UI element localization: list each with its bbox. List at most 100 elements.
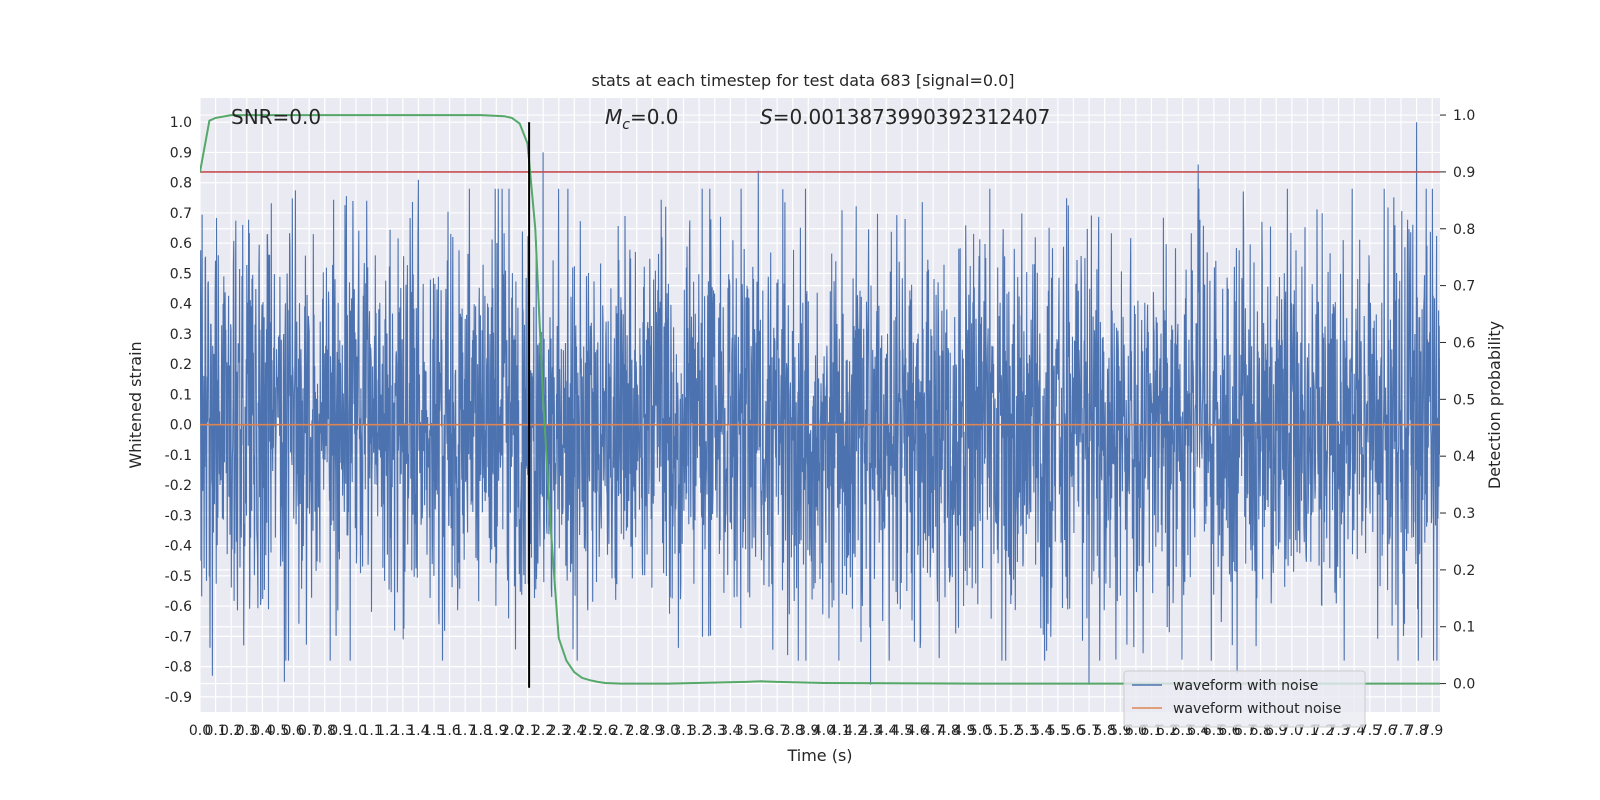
s-symbol: S: [760, 105, 773, 129]
x-tick-label: 1.2: [376, 723, 398, 739]
x-tick-label: 0.4: [251, 723, 273, 739]
x-ticks: 0.00.10.20.30.40.50.60.70.80.91.01.11.21…: [189, 723, 1443, 739]
x-tick-label: 1.0: [345, 723, 367, 739]
x-tick-label: 4.7: [922, 723, 944, 739]
x-tick-label: 5.8: [1094, 723, 1116, 739]
mc-subscript: c: [622, 117, 630, 133]
y2-tick-label: 0.2: [1453, 563, 1475, 579]
x-tick-label: 3.1: [672, 723, 694, 739]
noise-trace: [200, 122, 1440, 685]
x-tick-label: 3.8: [782, 723, 804, 739]
y-tick-label: 1.0: [170, 115, 192, 131]
x-tick-label: 3.2: [688, 723, 710, 739]
y-tick-label: 0.8: [170, 176, 192, 192]
x-tick-label: 1.1: [360, 723, 382, 739]
y2-tick-label: 0.1: [1453, 620, 1475, 636]
x-tick-label: 1.8: [470, 723, 492, 739]
x-tick-label: 5.3: [1016, 723, 1038, 739]
x-tick-label: 2.9: [641, 723, 663, 739]
legend: waveform with noise waveform without noi…: [1123, 670, 1366, 728]
x-tick-label: 4.1: [828, 723, 850, 739]
y2-tick-label: 0.9: [1453, 165, 1475, 181]
y-axis-label: Whitened strain: [126, 341, 145, 468]
x-tick-label: 4.5: [891, 723, 913, 739]
y-tick-label: -0.4: [165, 539, 192, 555]
y2-tick-label: 0.0: [1453, 677, 1475, 693]
x-tick-label: 3.6: [750, 723, 772, 739]
x-tick-label: 2.3: [548, 723, 570, 739]
legend-box: [1123, 670, 1366, 728]
y2-tick-label: 0.6: [1453, 335, 1475, 351]
x-tick-label: 0.3: [236, 723, 258, 739]
x-tick-label: 5.7: [1078, 723, 1100, 739]
y-tick-label: -0.1: [165, 448, 192, 464]
y-tick-label: -0.9: [165, 690, 192, 706]
y-tick-label: 0.4: [170, 297, 192, 313]
y2-tick-label: 1.0: [1453, 108, 1475, 124]
x-tick-label: 0.9: [329, 723, 351, 739]
x-tick-label: 4.2: [844, 723, 866, 739]
x-tick-label: 7.8: [1405, 723, 1427, 739]
x-tick-label: 2.2: [532, 723, 554, 739]
x-tick-label: 7.9: [1421, 723, 1443, 739]
y2-tick-label: 0.5: [1453, 392, 1475, 408]
legend-label-noise: waveform with noise: [1173, 678, 1318, 694]
x-tick-label: 7.7: [1390, 723, 1412, 739]
y-tick-label: 0.7: [170, 206, 192, 222]
x-tick-label: 2.4: [563, 723, 585, 739]
y-tick-label: 0.1: [170, 387, 192, 403]
y-tick-label: 0.5: [170, 266, 192, 282]
series-waveform-with-noise: [200, 122, 1440, 685]
x-tick-label: 1.7: [454, 723, 476, 739]
x-tick-label: 4.4: [875, 723, 897, 739]
y-tick-label: -0.7: [165, 629, 192, 645]
x-tick-label: 5.6: [1062, 723, 1084, 739]
y2-axis-label: Detection probability: [1485, 321, 1504, 489]
x-tick-label: 3.9: [797, 723, 819, 739]
x-tick-label: 5.2: [1000, 723, 1022, 739]
x-tick-label: 7.6: [1374, 723, 1396, 739]
s-value: =0.0013873990392312407: [773, 105, 1051, 129]
y-tick-label: 0.6: [170, 236, 192, 252]
series-detection-probability: [200, 114, 1440, 685]
x-tick-label: 0.6: [282, 723, 304, 739]
y2-tick-label: 0.4: [1453, 449, 1475, 465]
y-ticks: 1.0 0.9 0.8 0.7 0.6 0.5 0.4 0.3 0.2 0.1 0.0 -0.1 -0.…: [165, 115, 192, 706]
y2-tick-label: 0.7: [1453, 279, 1475, 295]
y-tick-label: 0.3: [170, 327, 192, 343]
x-tick-label: 4.8: [938, 723, 960, 739]
y2-ticks: 1.0 0.9 0.8 0.7 0.6 0.5 0.4 0.3 0.2 0.1 0.0: [1440, 108, 1475, 693]
x-tick-label: 0.7: [298, 723, 320, 739]
y2-tick-label: 0.8: [1453, 222, 1475, 238]
x-tick-label: 5.1: [984, 723, 1006, 739]
x-tick-label: 1.4: [407, 723, 429, 739]
x-tick-label: 1.9: [485, 723, 507, 739]
x-tick-label: 4.9: [953, 723, 975, 739]
y-tick-label: 0.2: [170, 357, 192, 373]
x-tick-label: 2.6: [594, 723, 616, 739]
x-tick-label: 3.3: [704, 723, 726, 739]
x-tick-label: 0.0: [189, 723, 211, 739]
y-tick-label: 0.9: [170, 145, 192, 161]
x-tick-label: 0.8: [314, 723, 336, 739]
mc-symbol: M: [605, 105, 622, 129]
x-tick-label: 2.5: [579, 723, 601, 739]
chirp-mass-annotation: Mc=0.0: [605, 105, 679, 133]
snr-annotation: SNR=0.0: [231, 105, 321, 129]
x-tick-label: 1.5: [423, 723, 445, 739]
x-axis-label: Time (s): [786, 746, 852, 765]
y-tick-label: -0.5: [165, 569, 192, 585]
chart-title: stats at each timestep for test data 683…: [591, 71, 1014, 90]
x-tick-label: 5.5: [1047, 723, 1069, 739]
x-tick-label: 3.7: [766, 723, 788, 739]
y-tick-label: -0.2: [165, 478, 192, 494]
x-tick-label: 7.5: [1359, 723, 1381, 739]
y-tick-label: -0.6: [165, 599, 192, 615]
x-tick-label: 2.8: [626, 723, 648, 739]
y-tick-label: -0.8: [165, 660, 192, 676]
x-tick-label: 0.1: [204, 723, 226, 739]
x-tick-label: 4.3: [860, 723, 882, 739]
x-tick-label: 2.0: [501, 723, 523, 739]
mc-value: =0.0: [630, 105, 679, 129]
